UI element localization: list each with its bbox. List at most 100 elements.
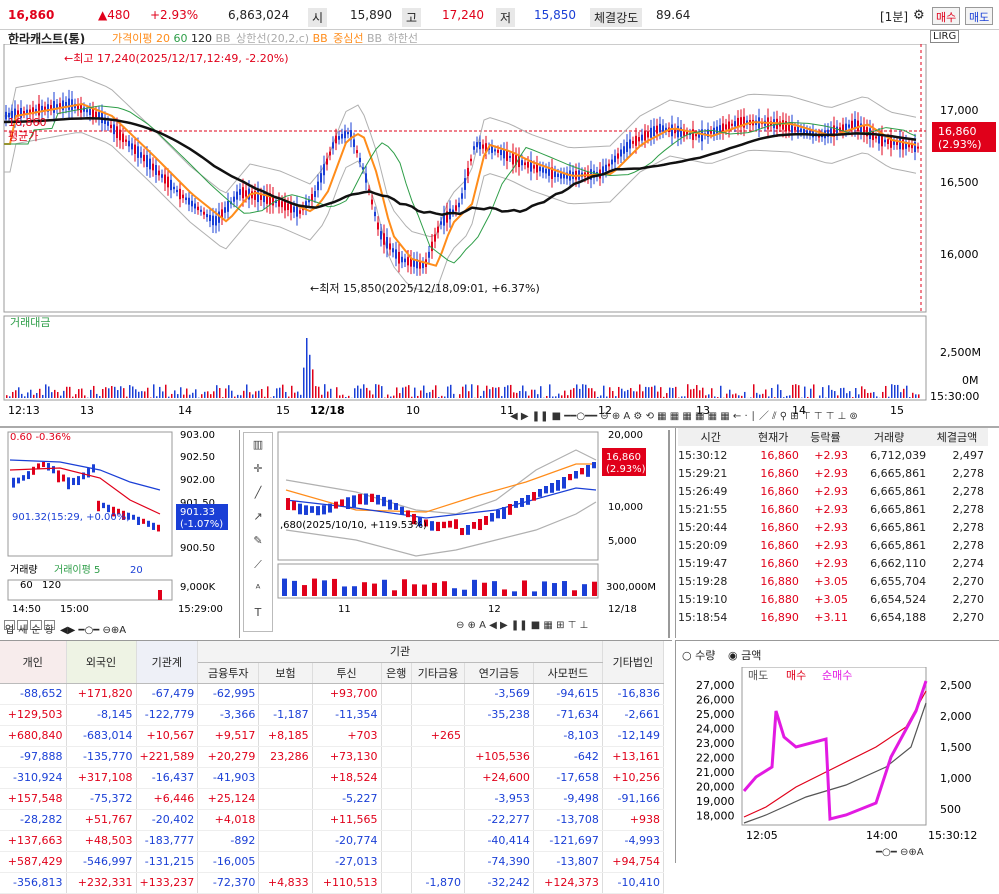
tab-hwang[interactable]: 황 xyxy=(44,620,55,630)
volume-bar xyxy=(660,387,662,398)
trend-tool-icon[interactable]: ⟋ xyxy=(244,553,272,577)
volume-bar xyxy=(486,386,488,398)
volume-bar xyxy=(36,393,38,398)
volume-bar xyxy=(96,394,98,398)
volume-bar xyxy=(573,388,575,398)
investor-cell: -74,390 xyxy=(464,851,533,872)
strength-label: 체결강도 xyxy=(590,8,642,27)
candle-body xyxy=(614,156,616,163)
investor-cell: +13,161 xyxy=(602,746,663,767)
volume-bar xyxy=(885,386,887,398)
volume-bar xyxy=(693,389,695,398)
investor-cell xyxy=(259,851,312,872)
mini-candle xyxy=(27,471,30,479)
volume-bar xyxy=(339,395,341,398)
candle-body xyxy=(632,141,634,144)
main-chart-svg: ←최고 17,240(2025/12/17,12:49, -2.20%) ←최저… xyxy=(0,44,999,428)
col-header: 사모펀드 xyxy=(533,662,602,683)
candle-body xyxy=(167,177,169,188)
crosshair-tool-icon[interactable]: ✛ xyxy=(244,457,272,481)
volume-bar xyxy=(804,387,806,398)
volume-bar xyxy=(210,394,212,398)
radio-qty[interactable]: ○ 수량 xyxy=(682,647,715,663)
investor-cell: +587,429 xyxy=(0,851,66,872)
investor-cell: +157,548 xyxy=(0,788,66,809)
drawing-toolbar[interactable]: ▥ ✛ ╱ ↗ ✎ ⟋ ᴬ T xyxy=(243,432,273,632)
volume-bar xyxy=(156,396,158,398)
volume-bar xyxy=(534,390,536,398)
candle-body xyxy=(92,109,94,117)
mini-candle xyxy=(152,523,155,530)
volume-bar xyxy=(357,386,359,398)
daily-candle xyxy=(466,525,470,535)
current-price-tag: 16,860 xyxy=(938,125,977,138)
flow-toolbar[interactable]: ━○━ ⊖⊕A xyxy=(876,847,924,858)
volume-bar xyxy=(705,395,707,398)
buy-button[interactable]: 매수 xyxy=(932,7,960,25)
text-tool-icon[interactable]: T xyxy=(244,601,272,625)
investor-cell xyxy=(411,767,464,788)
index-mini-chart: 0.60 -0.36% 903.00 902.50 902.00 901.50 … xyxy=(0,430,240,638)
radio-amt[interactable]: ◉ 금액 xyxy=(728,647,761,663)
tick-cell: 16,860 xyxy=(748,464,803,482)
tab-upjong[interactable]: 업 xyxy=(4,620,15,630)
volume-bar xyxy=(411,397,413,398)
candle-body xyxy=(191,201,193,207)
candle-body xyxy=(521,160,523,165)
flow-y-left: 21,000 xyxy=(696,766,735,779)
interval-selector[interactable]: [1분] xyxy=(880,8,908,25)
gear-icon[interactable]: ⚙ xyxy=(913,8,925,23)
volume-bar xyxy=(249,392,251,398)
col-header: 기타금융 xyxy=(411,662,464,683)
investor-cell: +232,331 xyxy=(66,872,136,893)
volume-bar xyxy=(756,393,758,398)
draw-tool-icon[interactable]: ✎ xyxy=(244,529,272,553)
daily-candle xyxy=(346,497,350,509)
candle-body xyxy=(878,135,880,143)
daily-candle xyxy=(388,500,392,510)
chart-corner-toggle[interactable]: LIRG xyxy=(930,30,959,43)
investor-cell: -4,993 xyxy=(602,830,663,851)
daily-mini-svg: 20,000 10,000 5,000 16,860 (2.93%) ,680(… xyxy=(276,430,670,638)
investor-cell: -3,569 xyxy=(464,683,533,704)
volume-bar xyxy=(711,388,713,398)
daily-candle xyxy=(370,494,374,502)
tick-cell: 15:26:49 xyxy=(678,482,748,500)
daily-candle xyxy=(298,504,302,515)
volume-bar xyxy=(909,397,911,398)
candle-body xyxy=(146,155,148,167)
tick-cell: 15:30:12 xyxy=(678,446,748,464)
line-tool-icon[interactable]: ╱ xyxy=(244,481,272,505)
tab-sun[interactable]: 순 xyxy=(30,620,41,630)
table-row: -356,813+232,331+133,237-72,370+4,833+11… xyxy=(0,872,664,893)
time-label: 15:30:00 xyxy=(930,390,979,403)
col-header: 금융투자 xyxy=(198,662,259,683)
volume-bar xyxy=(231,391,233,398)
tab-se[interactable]: 세 xyxy=(17,620,28,630)
daily-vol-bar xyxy=(582,584,587,596)
auto-tool-icon[interactable]: ᴬ xyxy=(244,577,272,601)
daily-toolbar[interactable]: ⊖ ⊕ A ◀ ▶ ❚❚ ■ ▦ ⊞ ⊤ ⊥ xyxy=(456,620,588,631)
volume-bar xyxy=(57,392,59,398)
candle-body xyxy=(422,263,424,268)
volume-bar xyxy=(378,385,380,398)
candle-body xyxy=(848,124,850,127)
ray-tool-icon[interactable]: ↗ xyxy=(244,505,272,529)
candle-body xyxy=(539,167,541,171)
tick-cell: 16,860 xyxy=(748,518,803,536)
investor-cell: -97,888 xyxy=(0,746,66,767)
volume-bar xyxy=(126,397,128,398)
chart-toolbar[interactable]: ◀ ▶ ❚❚ ■ ━━○━━ ⊖ ⊕ A ⚙ ⟲ ▦ ▦ ▦ ▦ ▦ ▦ ← ·… xyxy=(510,407,858,422)
sell-button[interactable]: 매도 xyxy=(965,7,993,25)
volume-bar xyxy=(207,391,209,398)
daily-candle xyxy=(448,521,452,528)
volume-bar xyxy=(375,384,377,398)
investor-cell: +10,567 xyxy=(136,725,198,746)
tick-header: 체결금액 xyxy=(930,428,988,446)
chart-tool-icon[interactable]: ▥ xyxy=(244,433,272,457)
daily-vol-bar xyxy=(312,579,317,596)
